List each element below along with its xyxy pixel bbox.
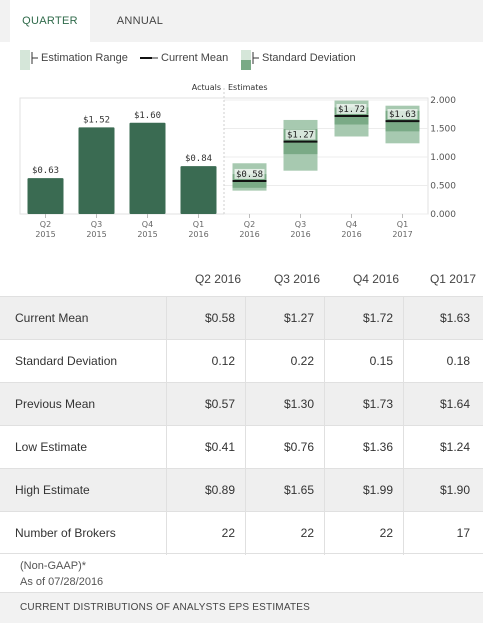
y-tick-label: 2.000 bbox=[430, 96, 456, 106]
x-tick-year-label: 2015 bbox=[86, 230, 106, 239]
period-tabs: QUARTER ANNUAL bbox=[0, 0, 483, 42]
row-label: Standard Deviation bbox=[15, 354, 118, 368]
y-tick-label: 0.000 bbox=[430, 210, 456, 220]
actuals-label: Actuals bbox=[192, 83, 221, 92]
x-tick-quarter-label: Q2 bbox=[40, 220, 51, 229]
tab-quarter[interactable]: QUARTER bbox=[10, 0, 90, 42]
distribution-section-title: CURRENT DISTRIBUTIONS OF ANALYSTS EPS ES… bbox=[20, 602, 311, 613]
estimation-range-swatch-icon bbox=[20, 50, 38, 70]
row-label: Low Estimate bbox=[15, 440, 88, 454]
row-label: Previous Mean bbox=[15, 397, 96, 411]
legend-estimation-range-label: Estimation Range bbox=[41, 52, 128, 64]
eps-chart: 0.000 0.500 1.000 1.500 2.000 Actuals Estimate… bbox=[0, 80, 483, 262]
x-tick-year-label: 2016 bbox=[239, 230, 259, 239]
table-row-standard-deviation: Standard Deviation 0.12 0.22 0.15 0.18 bbox=[0, 339, 483, 383]
row-label: Current Mean bbox=[15, 311, 89, 325]
table-cell: 0.22 bbox=[245, 340, 324, 383]
table-row-previous-mean: Previous Mean $0.57 $1.30 $1.73 $1.64 bbox=[0, 382, 483, 426]
x-tick-quarter-label: Q4 bbox=[142, 220, 153, 229]
table-cell: 22 bbox=[245, 512, 324, 555]
table-cell: $1.73 bbox=[324, 383, 403, 426]
distribution-section-header[interactable]: CURRENT DISTRIBUTIONS OF ANALYSTS EPS ES… bbox=[0, 592, 483, 623]
actual-bar bbox=[78, 127, 115, 214]
table-cell: $1.24 bbox=[403, 426, 480, 469]
x-tick-quarter-label: Q2 bbox=[244, 220, 255, 229]
table-cell: $1.90 bbox=[403, 469, 480, 512]
x-tick-year-label: 2017 bbox=[392, 230, 412, 239]
table-cell: $1.99 bbox=[324, 469, 403, 512]
estimate-label-bg bbox=[387, 109, 418, 120]
estimate-value-label: $1.63 bbox=[389, 110, 416, 120]
table-cell: $0.57 bbox=[166, 383, 245, 426]
x-tick-year-label: 2016 bbox=[341, 230, 361, 239]
estimate-value-label: $0.58 bbox=[236, 170, 263, 180]
estimate-label-bg bbox=[336, 103, 367, 114]
column-header-q3-2016: Q3 2016 bbox=[273, 272, 320, 286]
table-cell: 22 bbox=[166, 512, 245, 555]
estimate-value-label: $1.72 bbox=[338, 105, 365, 115]
current-mean-swatch-icon bbox=[140, 57, 158, 59]
legend-standard-deviation-label: Standard Deviation bbox=[262, 52, 356, 64]
column-header-q4-2016: Q4 2016 bbox=[352, 272, 399, 286]
eps-chart-svg: 0.000 0.500 1.000 1.500 2.000 Actuals Estimate… bbox=[19, 83, 456, 239]
table-cell: $0.89 bbox=[166, 469, 245, 512]
x-tick-year-label: 2016 bbox=[188, 230, 208, 239]
table-cell: $0.41 bbox=[166, 426, 245, 469]
estimates-label: Estimates bbox=[228, 83, 268, 92]
table-cell: 17 bbox=[403, 512, 480, 555]
table-cell: 0.18 bbox=[403, 340, 480, 383]
x-tick-year-label: 2015 bbox=[35, 230, 55, 239]
table-cell: $1.65 bbox=[245, 469, 324, 512]
table-cell: $0.76 bbox=[245, 426, 324, 469]
bar-value-label: $1.52 bbox=[83, 115, 110, 125]
x-tick-quarter-label: Q1 bbox=[397, 220, 408, 229]
non-gaap-note: (Non-GAAP)* bbox=[20, 560, 87, 572]
standard-deviation-swatch-icon bbox=[241, 50, 259, 70]
table-cell: $1.63 bbox=[403, 297, 480, 340]
bar-value-label: $0.84 bbox=[185, 154, 212, 164]
actual-bar bbox=[27, 178, 64, 214]
table-cell: 0.12 bbox=[166, 340, 245, 383]
footnote: (Non-GAAP)* As of 07/28/2016 bbox=[20, 558, 103, 590]
y-tick-label: 0.500 bbox=[430, 182, 456, 192]
estimates-table: Current Mean $0.58 $1.27 $1.72 $1.63 Sta… bbox=[0, 296, 483, 555]
estimate-label-bg bbox=[285, 129, 316, 140]
actual-bar bbox=[180, 166, 217, 214]
table-cell: 0.15 bbox=[324, 340, 403, 383]
table-cell: $1.27 bbox=[245, 297, 324, 340]
estimate-value-label: $1.27 bbox=[287, 131, 314, 141]
row-label: High Estimate bbox=[15, 483, 90, 497]
table-column-headers: Q2 2016 Q3 2016 Q4 2016 Q1 2017 bbox=[0, 262, 483, 296]
x-tick-quarter-label: Q4 bbox=[346, 220, 357, 229]
y-tick-label: 1.500 bbox=[430, 125, 456, 135]
y-tick-label: 1.000 bbox=[430, 153, 456, 163]
table-cell: $0.58 bbox=[166, 297, 245, 340]
table-cell: $1.36 bbox=[324, 426, 403, 469]
legend-current-mean-label: Current Mean bbox=[161, 52, 229, 64]
table-cell: $1.64 bbox=[403, 383, 480, 426]
x-tick-year-label: 2016 bbox=[290, 230, 310, 239]
x-tick-year-label: 2015 bbox=[137, 230, 157, 239]
x-tick-quarter-label: Q1 bbox=[193, 220, 204, 229]
tab-annual[interactable]: ANNUAL bbox=[116, 15, 164, 27]
as-of-date: As of 07/28/2016 bbox=[20, 576, 104, 588]
row-label: Number of Brokers bbox=[15, 526, 116, 540]
table-row-high-estimate: High Estimate $0.89 $1.65 $1.99 $1.90 bbox=[0, 468, 483, 512]
table-cell: $1.72 bbox=[324, 297, 403, 340]
table-cell: 22 bbox=[324, 512, 403, 555]
actual-bar bbox=[129, 122, 166, 214]
table-row-current-mean: Current Mean $0.58 $1.27 $1.72 $1.63 bbox=[0, 296, 483, 340]
table-cell: $1.30 bbox=[245, 383, 324, 426]
column-header-q1-2017: Q1 2017 bbox=[429, 272, 476, 286]
table-row-number-of-brokers: Number of Brokers 22 22 22 17 bbox=[0, 511, 483, 555]
estimate-label-bg bbox=[234, 168, 265, 179]
chart-legend: Estimation Range Current Mean Standard D… bbox=[0, 42, 483, 80]
x-tick-quarter-label: Q3 bbox=[295, 220, 306, 229]
column-header-q2-2016: Q2 2016 bbox=[194, 272, 241, 286]
bar-value-label: $0.63 bbox=[32, 166, 59, 176]
table-row-low-estimate: Low Estimate $0.41 $0.76 $1.36 $1.24 bbox=[0, 425, 483, 469]
x-tick-quarter-label: Q3 bbox=[91, 220, 102, 229]
bar-value-label: $1.60 bbox=[134, 111, 161, 121]
